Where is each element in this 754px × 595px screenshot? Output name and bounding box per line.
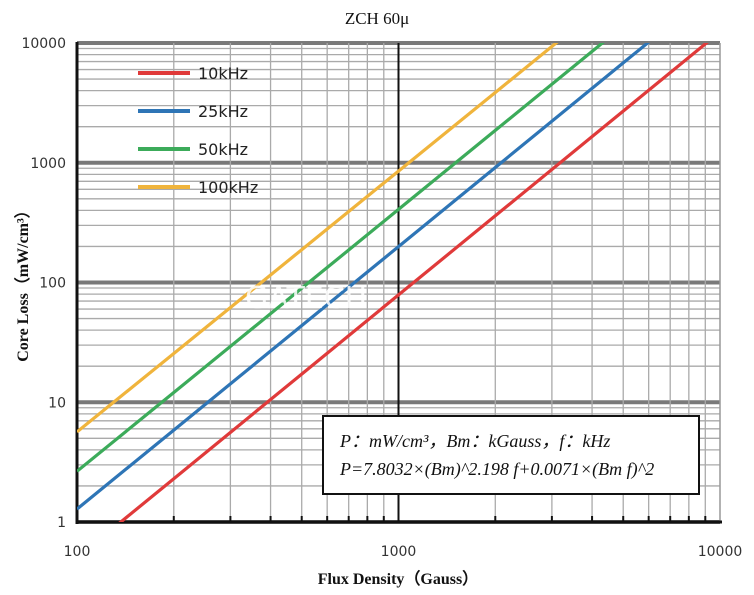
x-axis-label: Flux Density（Gauss）	[318, 570, 478, 588]
y-tick-label: 100	[39, 276, 66, 292]
legend-label: 10kHz	[198, 64, 248, 83]
series-lines	[77, 43, 709, 522]
x-tick-label: 100	[64, 544, 91, 560]
legend-label: 100kHz	[198, 178, 258, 197]
chart-title: ZCH 60μ	[345, 9, 409, 28]
x-tick-label: 10000	[698, 544, 743, 560]
y-tick-label: 1000	[30, 156, 66, 172]
y-tick-label: 10	[48, 395, 66, 411]
legend-label: 25kHz	[198, 102, 248, 121]
y-axis-label: Core Loss（mW/cm³）	[14, 202, 32, 362]
x-tick-label: 1000	[381, 544, 417, 560]
watermark: GATECH	[245, 281, 367, 316]
formula-box: P：mW/cm³，Bm：kGauss，f：kHz P=7.8032×(Bm)^2…	[322, 415, 700, 495]
y-tick-label: 1	[57, 515, 66, 531]
series-line-10kHz	[118, 43, 709, 522]
y-tick-label: 10000	[21, 36, 66, 52]
formula-units: P：mW/cm³，Bm：kGauss，f：kHz	[339, 431, 610, 451]
formula-equation: P=7.8032×(Bm)^2.198 f+0.0071×(Bm f)^2	[339, 459, 654, 480]
series-line-50kHz	[77, 43, 605, 473]
series-line-25kHz	[77, 43, 651, 511]
series-line-100kHz	[77, 43, 559, 434]
legend-label: 50kHz	[198, 140, 248, 159]
legend: 10kHz 25kHz 50kHz 100kHz	[138, 64, 258, 197]
